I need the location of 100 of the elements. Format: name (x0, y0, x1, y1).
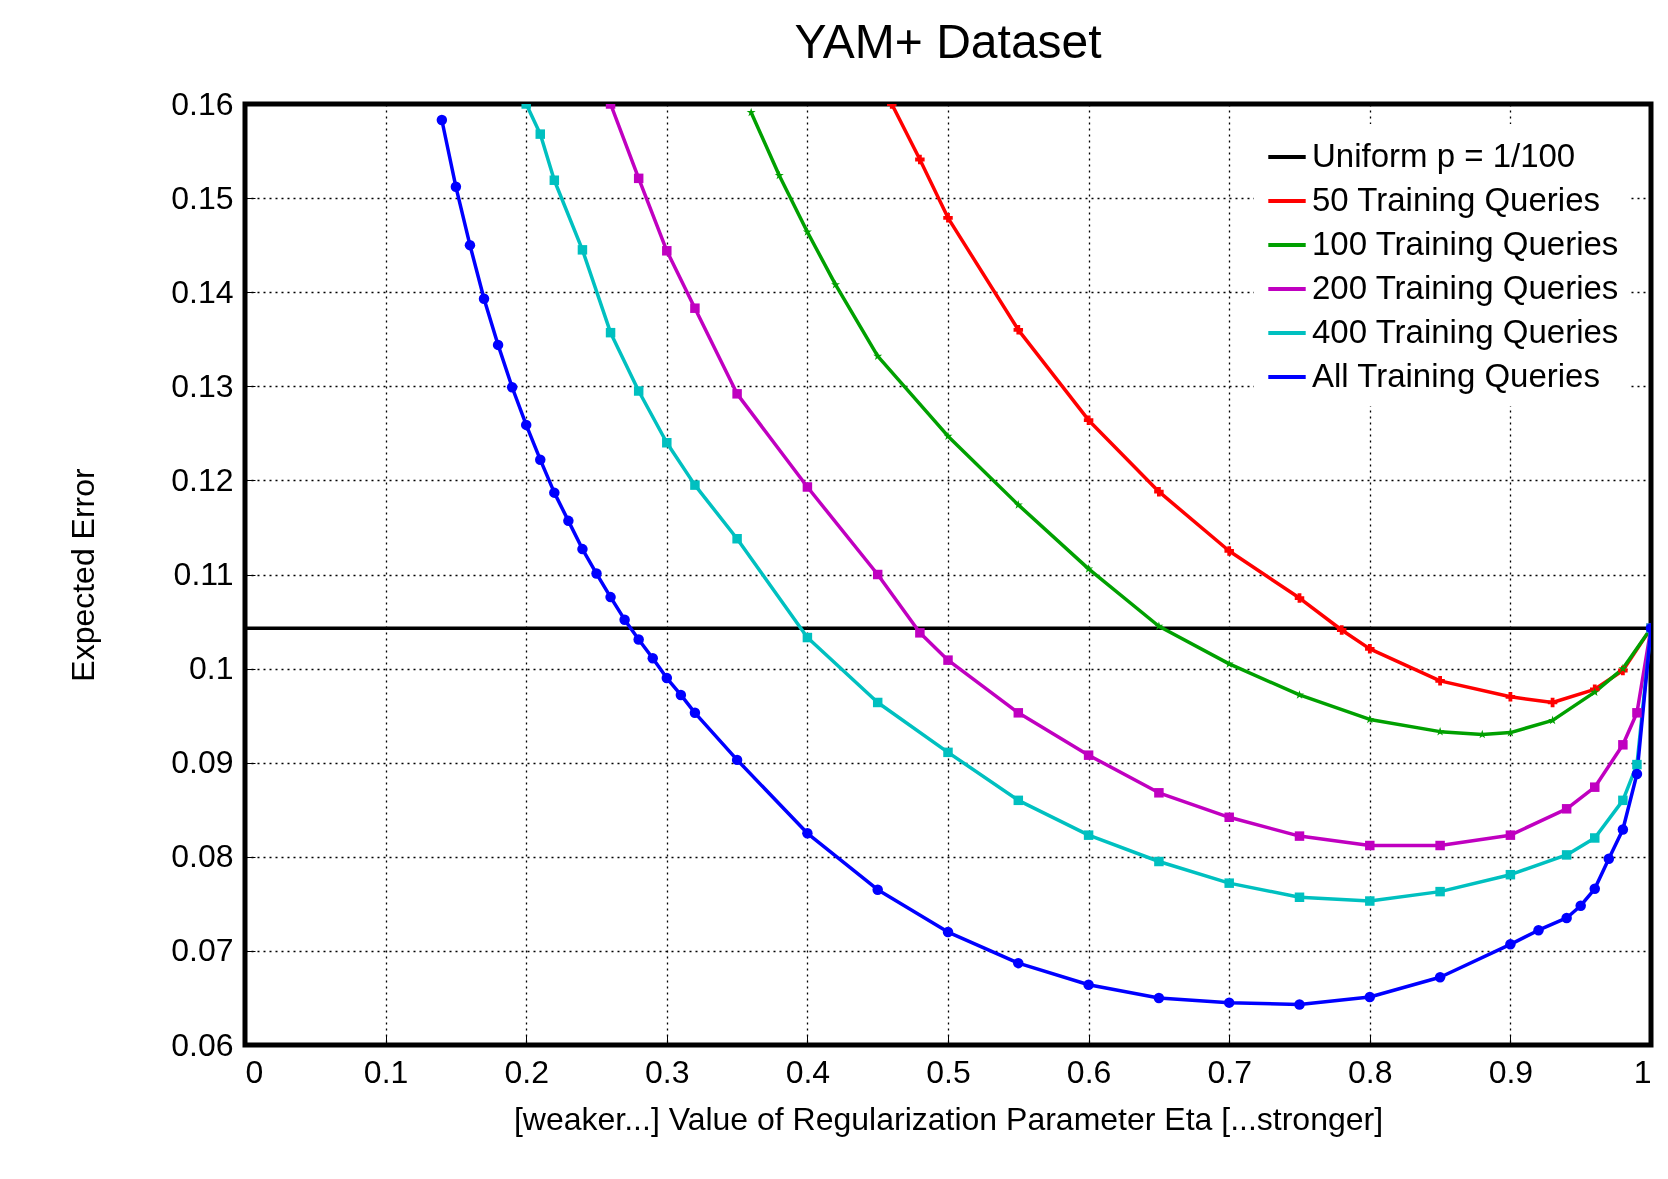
point (1505, 692, 1516, 702)
x-tick-label: 0.1 (363, 1053, 409, 1090)
point (943, 655, 953, 665)
point (1294, 999, 1305, 1010)
chart-title: YAM+ Dataset (794, 15, 1102, 68)
point (732, 389, 742, 399)
point (1505, 830, 1516, 840)
y-tick-label: 0.08 (171, 838, 234, 875)
y-tick-label: 0.09 (171, 744, 234, 781)
point (661, 672, 673, 684)
x-tick-label: 0.3 (645, 1053, 690, 1090)
point (872, 884, 883, 895)
point (520, 419, 532, 431)
point (873, 351, 883, 361)
point (1013, 708, 1024, 718)
point (1365, 840, 1375, 851)
point (662, 246, 672, 256)
point (689, 707, 701, 719)
point (1631, 768, 1643, 780)
legend-label: 50 Training Queries (1312, 181, 1600, 218)
point (1365, 896, 1375, 906)
y-axis-title: Expected Error (65, 467, 102, 682)
point (1154, 788, 1164, 798)
point (802, 482, 813, 492)
legend-label: 400 Training Queries (1312, 313, 1619, 350)
point (690, 480, 700, 490)
point (619, 614, 630, 625)
point (1154, 486, 1164, 497)
point (1083, 830, 1094, 840)
point (1505, 939, 1516, 950)
point (831, 279, 841, 289)
point (690, 303, 700, 313)
point (1083, 750, 1094, 760)
y-tick-label: 0.12 (171, 461, 234, 498)
y-tick-label: 0.06 (171, 1026, 234, 1063)
x-tick-label: 1 (1633, 1053, 1652, 1090)
point (1505, 869, 1516, 880)
legend-label: 200 Training Queries (1312, 269, 1619, 306)
point (1590, 833, 1600, 843)
point (492, 339, 504, 351)
point (549, 487, 560, 498)
legend-label: All Training Queries (1312, 357, 1600, 394)
point (942, 926, 954, 938)
y-tick-label: 0.13 (171, 367, 234, 404)
point (1618, 795, 1628, 806)
x-tick-label: 0.5 (926, 1053, 971, 1090)
x-tick-label: 0.7 (1207, 1053, 1252, 1090)
point (506, 382, 518, 393)
point (731, 754, 743, 766)
point (1294, 593, 1305, 603)
point (647, 653, 658, 664)
point (1294, 892, 1305, 903)
point (1223, 997, 1235, 1008)
y-tick-label: 0.14 (171, 273, 234, 310)
point (732, 534, 742, 544)
point (1364, 991, 1376, 1003)
point (1365, 644, 1375, 654)
point (1154, 856, 1164, 867)
point (1294, 831, 1305, 841)
point (1434, 972, 1446, 983)
point (633, 634, 644, 645)
point (1013, 325, 1024, 335)
point (802, 828, 813, 839)
point (535, 129, 545, 139)
point (1575, 900, 1586, 911)
x-axis-title: [weaker...] Value of Regularization Parameter Eta [...stronger] (513, 1100, 1384, 1137)
point (1013, 500, 1023, 509)
x-tick-label: 0.4 (785, 1053, 831, 1090)
point (549, 175, 560, 185)
point (1083, 979, 1094, 991)
x-tick-label: 0.9 (1488, 1053, 1534, 1090)
point (746, 107, 756, 117)
point (1589, 883, 1600, 895)
point (802, 632, 813, 643)
point (591, 568, 602, 579)
point (1533, 924, 1544, 936)
point (915, 628, 925, 638)
point (1224, 546, 1234, 556)
point (450, 181, 462, 193)
point (605, 591, 616, 603)
x-tick-label: 0.8 (1348, 1053, 1393, 1090)
point (1561, 804, 1572, 814)
point (535, 454, 546, 465)
point (1435, 840, 1445, 851)
point (436, 114, 448, 126)
point (943, 213, 953, 223)
point (1083, 415, 1094, 425)
point (1435, 886, 1445, 897)
point (943, 747, 953, 758)
point (478, 293, 490, 305)
y-tick-label: 0.1 (189, 650, 234, 687)
y-tick-label: 0.15 (171, 179, 234, 216)
point (633, 386, 644, 396)
point (1224, 878, 1234, 888)
point (1548, 715, 1558, 725)
point (1153, 992, 1165, 1004)
point (675, 689, 687, 701)
point (1013, 795, 1024, 806)
x-tick-label: 0.6 (1066, 1053, 1112, 1090)
legend-label: Uniform p = 1/100 (1312, 137, 1576, 174)
